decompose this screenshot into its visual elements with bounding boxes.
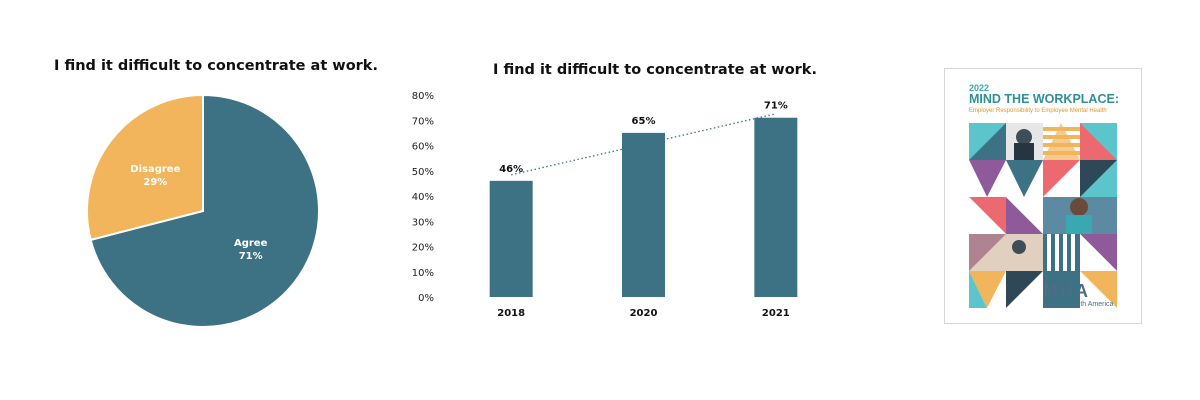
cover-organization: Mental Health America xyxy=(1043,301,1114,308)
pie-slice-value: 29% xyxy=(143,177,167,188)
x-tick-label: 2020 xyxy=(630,308,658,319)
y-tick-label: 40% xyxy=(412,192,434,203)
cover-pattern-image xyxy=(969,123,1117,308)
pie-slice-label: Disagree xyxy=(130,164,180,175)
y-tick-label: 30% xyxy=(412,217,434,228)
cover-subtitle: Employer Responsibility to Employee Ment… xyxy=(969,108,1107,114)
mha-logo: MHA xyxy=(1043,281,1090,301)
cover-title: MIND THE WORKPLACE: xyxy=(969,92,1119,106)
bar-value-label: 71% xyxy=(764,101,788,112)
pie-slice-value: 71% xyxy=(239,251,263,262)
x-tick-label: 2021 xyxy=(762,308,790,319)
bar-chart-title: I find it difficult to concentrate at wo… xyxy=(493,62,817,78)
bar-2018 xyxy=(489,180,533,297)
bar-2021 xyxy=(754,117,798,297)
y-tick-label: 80% xyxy=(412,91,434,102)
pie-slice-label: Agree xyxy=(234,238,268,249)
trendline xyxy=(511,113,776,176)
pie-slice-agree xyxy=(89,93,320,328)
y-tick-label: 10% xyxy=(412,268,434,279)
y-tick-label: 0% xyxy=(418,293,434,304)
bar-2020 xyxy=(622,132,665,297)
y-tick-label: 50% xyxy=(412,167,434,178)
bar-chart: 0% 10% 20% 30% 40% 50% 60% 70% 80% 46% 2018 65% 2020… xyxy=(412,91,798,319)
y-tick-label: 20% xyxy=(412,243,434,254)
pie-chart: Agree 71% Disagree 29% xyxy=(86,93,320,328)
y-tick-label: 60% xyxy=(412,142,434,153)
pie-slice-disagree xyxy=(86,93,204,242)
cover-year: 2022 xyxy=(969,83,990,93)
bar-value-label: 46% xyxy=(499,164,523,175)
bar-value-label: 65% xyxy=(632,116,656,127)
y-tick-label: 70% xyxy=(412,116,434,127)
x-tick-label: 2018 xyxy=(497,308,525,319)
report-cover-thumbnail[interactable]: 2022 MIND THE WORKPLACE: Employer Respon… xyxy=(944,68,1142,324)
pie-chart-title: I find it difficult to concentrate at wo… xyxy=(54,58,378,74)
